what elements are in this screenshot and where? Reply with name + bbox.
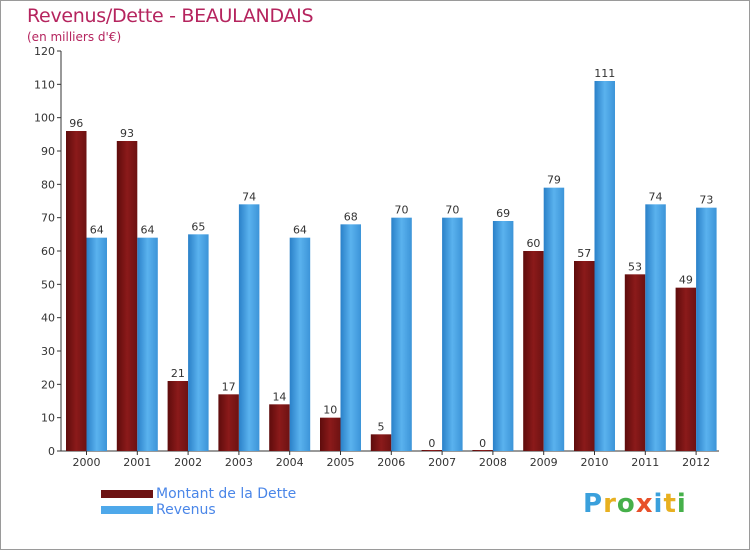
legend-label-revenus: Revenus [156,502,216,518]
x-tick-label: 2000 [73,456,101,469]
bar-revenus [391,217,412,451]
legend-label-debt: Montant de la Dette [156,486,297,502]
x-tick-label: 2004 [276,456,304,469]
x-tick-label: 2010 [581,456,609,469]
x-tick-label: 2012 [682,456,710,469]
bar-dette [574,261,595,451]
value-label-dette: 49 [679,274,693,287]
x-tick-label: 2003 [225,456,253,469]
value-label-revenus: 70 [395,204,409,217]
bar-revenus [594,81,615,451]
y-tick-label: 20 [41,378,55,391]
y-tick-label: 0 [48,445,55,458]
x-tick-label: 2011 [631,456,659,469]
bar-dette [370,434,392,451]
value-label-dette: 93 [120,127,134,140]
value-label-revenus: 111 [594,67,615,80]
y-tick-label: 120 [34,45,55,58]
chart-subtitle: (en milliers d'€) [27,30,122,44]
value-label-revenus: 64 [293,224,307,237]
bar-revenus [492,221,514,451]
value-label-dette: 0 [479,437,486,450]
value-label-dette: 21 [171,367,185,380]
legend-swatch-debt [101,490,153,498]
y-tick-label: 10 [41,412,55,425]
value-label-revenus: 74 [242,190,256,203]
bar-revenus [442,217,463,451]
y-tick-label: 100 [34,112,55,125]
bar-dette [66,131,87,451]
x-tick-label: 2002 [174,456,202,469]
bar-dette [116,141,138,451]
y-tick-label: 50 [41,278,55,291]
value-label-dette: 5 [378,420,385,433]
bar-revenus [289,237,311,451]
proxiti-logo: Proxiti [583,489,687,519]
value-label-dette: 17 [222,380,236,393]
y-tick-label: 80 [41,178,55,191]
value-label-revenus: 64 [141,224,155,237]
logo-letter: P [583,489,604,519]
bar-dette [421,450,443,451]
value-label-revenus: 65 [191,220,205,233]
legend-swatch-revenus [101,506,153,514]
bar-dette [624,274,646,451]
logo-letter: i [653,489,664,519]
bar-dette [675,287,697,451]
y-tick-label: 70 [41,212,55,225]
bar-dette [167,381,189,451]
value-label-revenus: 79 [547,174,561,187]
bar-dette [218,394,239,451]
value-label-revenus: 73 [699,194,713,207]
value-label-dette: 10 [323,404,337,417]
bar-revenus [340,224,361,451]
logo-letter: t [663,489,677,519]
x-tick-label: 2007 [428,456,456,469]
chart-title: Revenus/Dette - BEAULANDAIS [27,5,314,27]
bar-revenus [86,237,107,451]
value-label-dette: 53 [628,260,642,273]
logo-letter: x [635,489,654,519]
value-label-dette: 60 [526,237,540,250]
value-label-dette: 14 [272,390,286,403]
y-tick-label: 40 [41,312,55,325]
bar-dette [472,450,493,451]
bar-dette [523,251,544,451]
y-tick-label: 90 [41,145,55,158]
bar-revenus [645,204,666,451]
value-label-revenus: 64 [90,224,104,237]
value-label-dette: 0 [428,437,435,450]
bar-dette [320,417,341,451]
logo-letter: r [603,489,617,519]
y-tick-label: 60 [41,245,55,258]
x-tick-label: 2005 [327,456,355,469]
bar-revenus [543,187,565,451]
bar-revenus [137,237,158,451]
value-label-dette: 57 [577,247,591,260]
bar-revenus [238,204,260,451]
value-label-revenus: 70 [445,204,459,217]
logo-letter: o [616,489,636,519]
x-tick-label: 2009 [530,456,558,469]
value-label-revenus: 74 [649,190,663,203]
value-label-revenus: 69 [496,207,510,220]
y-tick-label: 110 [34,78,55,91]
bar-revenus [696,207,717,451]
y-tick-label: 30 [41,345,55,358]
x-tick-label: 2006 [377,456,405,469]
value-label-revenus: 68 [344,210,358,223]
value-label-dette: 96 [69,117,83,130]
x-tick-label: 2008 [479,456,507,469]
bar-revenus [188,234,209,451]
logo-letter: i [676,489,687,519]
bar-dette [269,404,290,451]
x-tick-label: 2001 [123,456,151,469]
